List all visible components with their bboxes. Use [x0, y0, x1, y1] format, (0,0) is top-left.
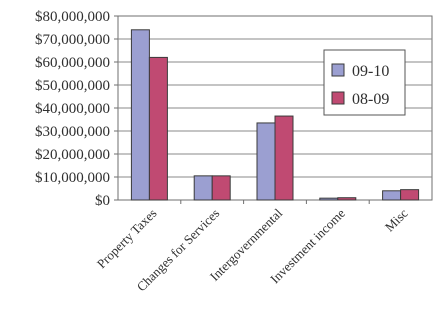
bar-09-10-4 — [382, 190, 402, 201]
bar-09-10-3 — [319, 197, 339, 201]
legend-swatch-09-10 — [331, 63, 345, 77]
bar-08-09-0 — [148, 56, 168, 201]
bar-layer — [130, 29, 420, 201]
y-tick-label: $30,000,000 — [35, 124, 110, 140]
legend: 09-10 08-09 — [323, 49, 406, 116]
bar-09-10-2 — [256, 122, 276, 201]
x-tick-label: Misc — [382, 205, 411, 234]
y-tick-label: $60,000,000 — [35, 55, 110, 71]
bar-08-09-4 — [400, 189, 420, 201]
y-tick-label: $10,000,000 — [35, 170, 110, 186]
bar-09-10-1 — [193, 175, 213, 201]
legend-label-09-10: 09-10 — [352, 63, 389, 80]
y-tick-label: $80,000,000 — [35, 9, 110, 25]
legend-label-08-09: 08-09 — [352, 91, 389, 108]
bar-08-09-1 — [211, 175, 231, 201]
x-tick-label: Property Taxes — [94, 206, 160, 272]
y-tick-label: $40,000,000 — [35, 101, 110, 117]
y-tick-label: $0 — [95, 193, 110, 209]
bar-08-09-2 — [274, 115, 294, 201]
y-tick-label: $50,000,000 — [35, 78, 110, 94]
legend-swatch-08-09 — [331, 91, 345, 105]
y-tick-label: $70,000,000 — [35, 32, 110, 48]
bar-09-10-0 — [130, 29, 150, 201]
y-tick-label: $20,000,000 — [35, 147, 110, 163]
bar-08-09-3 — [337, 197, 357, 201]
